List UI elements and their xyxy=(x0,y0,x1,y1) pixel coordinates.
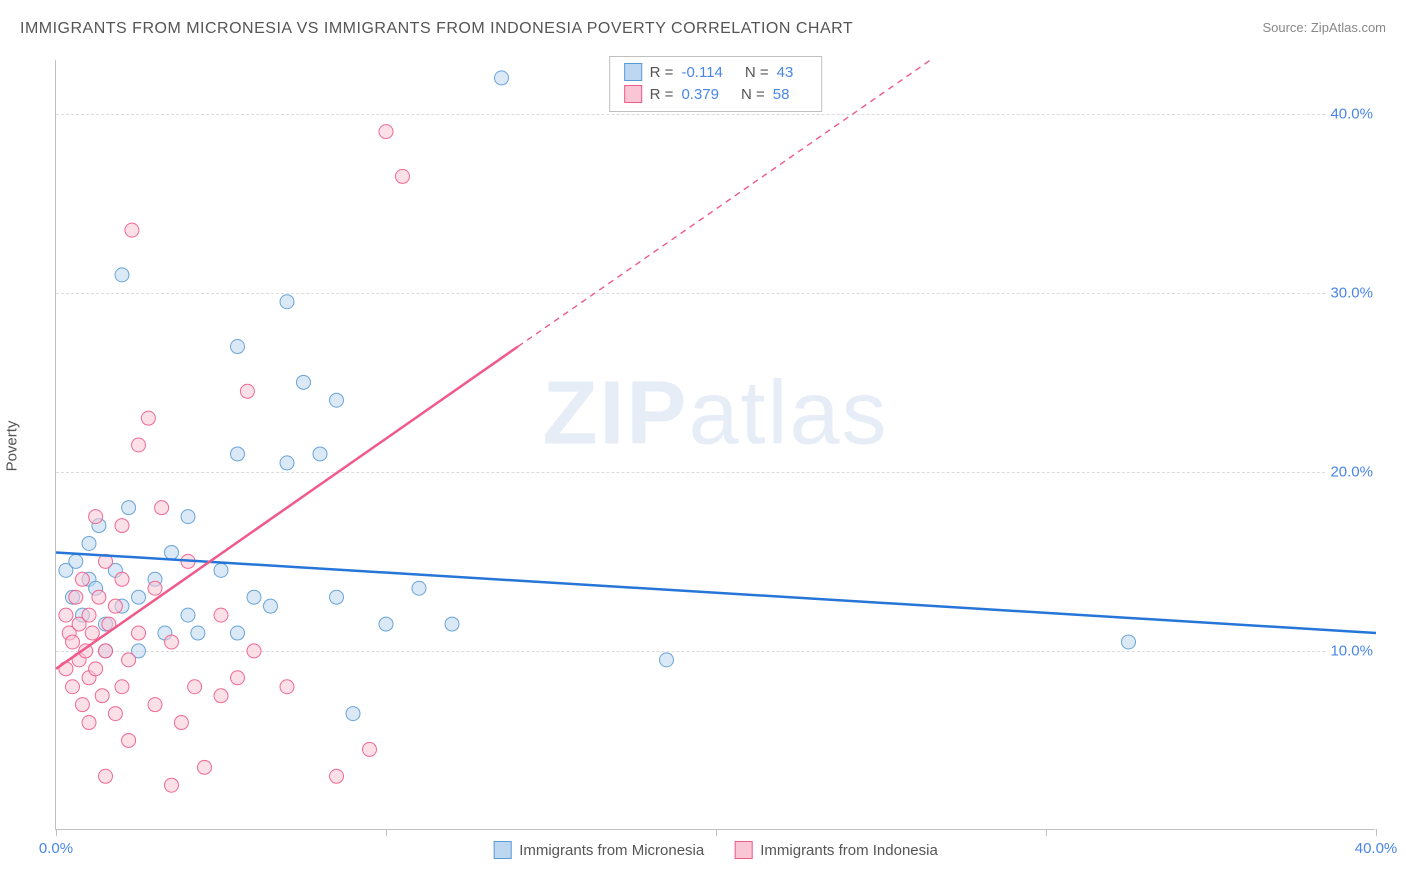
x-tick-label: 0.0% xyxy=(39,840,73,857)
chart-area: ZIPatlas 10.0%20.0%30.0%40.0% 0.0%40.0% … xyxy=(55,60,1375,830)
n-value-micronesia: 43 xyxy=(777,64,794,81)
legend-row-indonesia: R = 0.379 N = 58 xyxy=(624,83,808,105)
scatter-plot xyxy=(56,60,1375,829)
legend-row-micronesia: R = -0.114 N = 43 xyxy=(624,61,808,83)
swatch-indonesia xyxy=(734,841,752,859)
legend-series: Immigrants from Micronesia Immigrants fr… xyxy=(485,841,946,859)
legend-item-micronesia: Immigrants from Micronesia xyxy=(493,841,704,859)
source-label: Source: ZipAtlas.com xyxy=(1262,20,1386,35)
n-value-indonesia: 58 xyxy=(773,86,790,103)
swatch-micronesia xyxy=(493,841,511,859)
x-tick-label: 40.0% xyxy=(1355,840,1398,857)
series-label-micronesia: Immigrants from Micronesia xyxy=(519,842,704,859)
r-label: R = xyxy=(650,86,674,103)
r-value-indonesia: 0.379 xyxy=(681,86,719,103)
n-label: N = xyxy=(745,64,769,81)
series-label-indonesia: Immigrants from Indonesia xyxy=(760,842,938,859)
page-title: IMMIGRANTS FROM MICRONESIA VS IMMIGRANTS… xyxy=(20,20,853,38)
r-label: R = xyxy=(650,64,674,81)
r-value-micronesia: -0.114 xyxy=(681,64,722,81)
n-label: N = xyxy=(741,86,765,103)
legend-correlation: R = -0.114 N = 43 R = 0.379 N = 58 xyxy=(609,56,823,112)
swatch-indonesia xyxy=(624,85,642,103)
y-axis-label: Poverty xyxy=(4,421,21,472)
legend-item-indonesia: Immigrants from Indonesia xyxy=(734,841,938,859)
swatch-micronesia xyxy=(624,63,642,81)
